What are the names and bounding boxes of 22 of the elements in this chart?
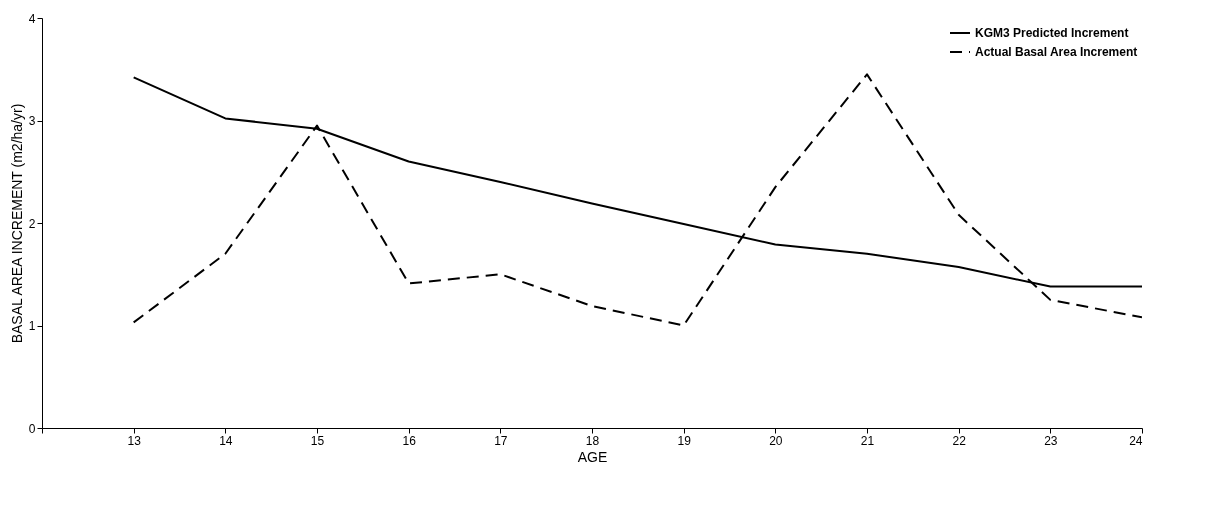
x-tick-label: 15	[310, 433, 325, 448]
x-tick-label: 13	[127, 433, 142, 448]
x-tick-label: 18	[585, 433, 600, 448]
x-tick-label: 20	[769, 433, 783, 448]
x-tick-label: 21	[860, 433, 875, 448]
x-tick-label: 14	[219, 433, 233, 448]
legend-label: KGM3 Predicted Increment	[975, 26, 1129, 40]
line-series	[132, 73, 1142, 327]
x-axis-title: AGE	[577, 448, 608, 465]
x-tick-label: 16	[402, 433, 417, 448]
x-tick-label: 24	[1129, 433, 1143, 448]
y-tick-label: 0	[28, 421, 36, 436]
legend-label: Actual Basal Area Increment	[975, 45, 1138, 59]
x-tick-label: 22	[952, 433, 967, 448]
y-axis-title: BASAL AREA INCREMENT (m2/ha/yr)	[8, 103, 25, 344]
y-tick-label: 3	[28, 114, 36, 128]
y-tick-label: 2	[28, 216, 36, 231]
x-tick-label: 17	[494, 433, 508, 448]
x-tick-label: 23	[1044, 433, 1058, 448]
y-tick-label: 1	[28, 319, 36, 333]
x-tick-label: 19	[677, 433, 692, 448]
y-tick-label: 4	[28, 11, 36, 26]
